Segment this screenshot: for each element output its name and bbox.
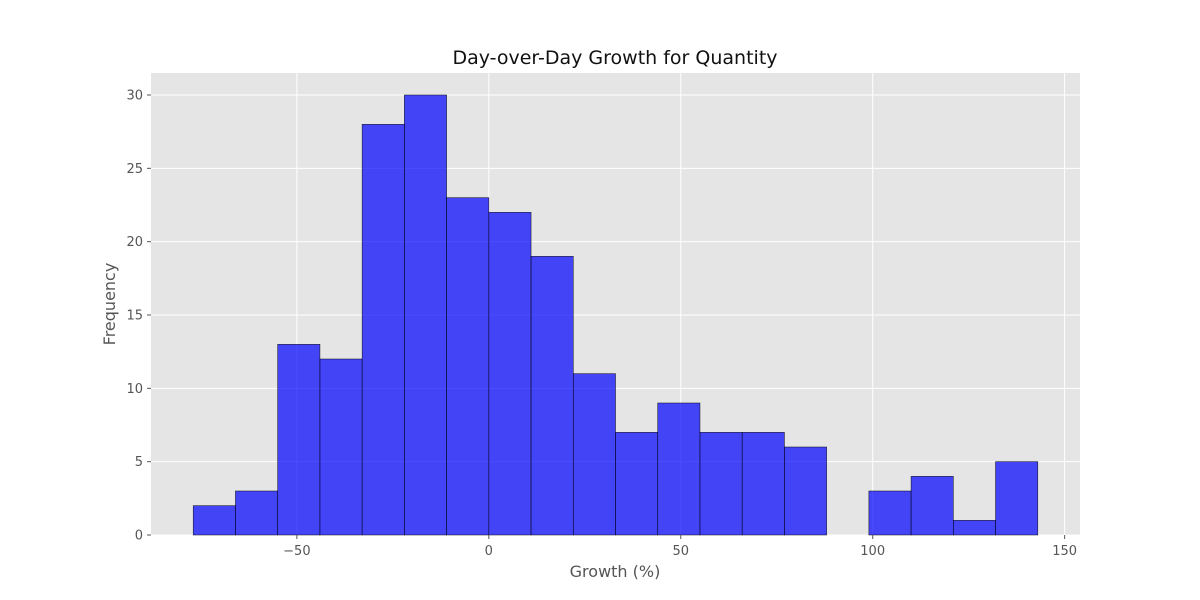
y-tick-label: 30	[126, 89, 143, 104]
x-tick-label: −50	[283, 544, 310, 559]
histogram-bar	[446, 197, 490, 536]
y-tick-label: 0	[135, 529, 143, 544]
histogram-bar	[995, 461, 1039, 536]
x-tick-label: 100	[860, 544, 885, 559]
histogram-bar	[741, 432, 785, 536]
x-tick-label: 0	[485, 544, 493, 559]
histogram-bar	[615, 432, 659, 536]
histogram-bar	[572, 373, 616, 536]
y-axis-ticks: 0 5 10 15 20 25 30	[126, 89, 151, 544]
histogram-bar	[784, 446, 827, 536]
histogram-bar	[277, 344, 321, 536]
y-tick-label: 5	[135, 455, 143, 470]
y-tick-label: 10	[126, 382, 143, 397]
histogram-bar	[192, 505, 236, 536]
histogram-bar	[488, 212, 532, 536]
histogram-bar	[868, 490, 912, 536]
y-tick-label: 15	[126, 309, 143, 324]
histogram-bar	[361, 124, 405, 536]
histogram-bars	[192, 94, 1039, 536]
histogram-bar	[235, 490, 278, 536]
y-axis-title: Frequency	[100, 263, 119, 346]
x-axis-ticks: −50 0 50 100 150	[283, 535, 1077, 559]
y-tick-label: 20	[126, 235, 143, 250]
x-axis-title: Growth (%)	[570, 562, 661, 581]
x-tick-label: 50	[672, 544, 689, 559]
x-tick-label: 150	[1052, 544, 1077, 559]
histogram-bar	[404, 94, 447, 536]
histogram-bar	[319, 358, 363, 536]
histogram-bar	[699, 432, 743, 536]
histogram-bar	[657, 402, 701, 536]
chart-title: Day-over-Day Growth for Quantity	[452, 47, 777, 69]
histogram-bar	[530, 256, 574, 536]
y-tick-label: 25	[126, 162, 143, 177]
histogram-bar	[953, 520, 996, 536]
histogram-bar	[910, 476, 954, 536]
